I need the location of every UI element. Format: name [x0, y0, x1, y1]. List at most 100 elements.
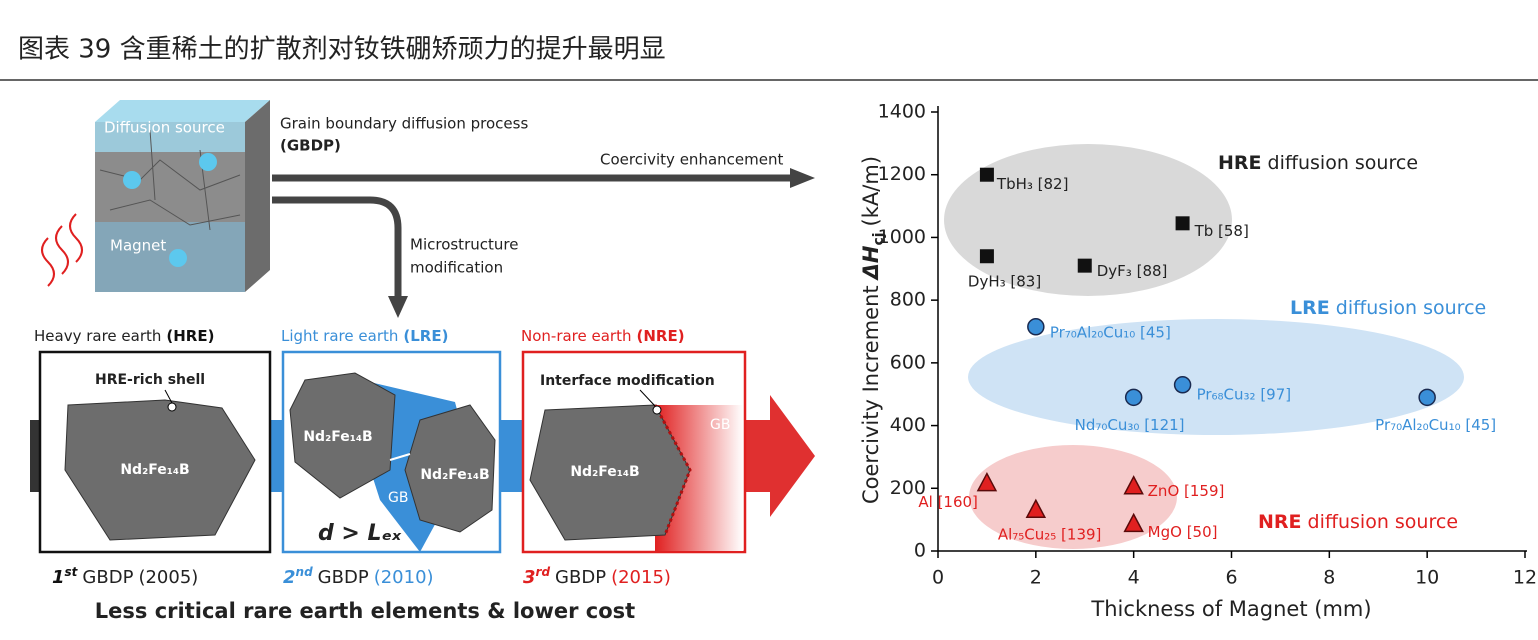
generation-year: (2010)	[374, 567, 434, 588]
gb-label: GB	[388, 490, 408, 506]
point	[1025, 498, 1047, 518]
generation: 1st GBDP (2005)	[52, 565, 198, 589]
point-label: TbH₃ [82]	[996, 175, 1069, 193]
point-label: Pr₇₀Al₂₀Cu₁₀ [45]	[1050, 323, 1171, 341]
point	[1123, 475, 1144, 495]
process-label: Grain boundary diffusion process	[280, 115, 528, 133]
heading-abbr: (NRE)	[637, 327, 685, 345]
ordinal-suffix: st	[65, 565, 79, 579]
point-label: Al [160]	[918, 493, 978, 511]
arrow-head	[388, 296, 408, 318]
heading-text: Non-rare earth	[521, 327, 632, 345]
arrow-label: Microstructure	[410, 236, 518, 254]
series-name-rest: diffusion source	[1330, 297, 1487, 319]
x-tick-label: 2	[1030, 567, 1042, 589]
group-ellipse	[968, 319, 1464, 435]
distance-arrow	[389, 453, 411, 461]
point-label: Pr₆₈Cu₃₂ [97]	[1197, 385, 1292, 403]
diagram-footer: Less critical rare earth elements & lowe…	[95, 599, 635, 623]
x-axis-label: Thickness of Magnet (mm)	[1090, 597, 1371, 621]
point	[976, 471, 998, 492]
heading-text: Light rare earth	[281, 327, 398, 345]
process-abbr: (GBDP)	[280, 137, 341, 155]
cube: Diffusion source Magnet	[41, 100, 270, 292]
panel-heading: Light rare earth (LRE)	[281, 327, 448, 345]
x-tick-label: 10	[1415, 567, 1439, 589]
connector	[270, 420, 285, 492]
ordinal: 1	[52, 567, 65, 588]
series-name-rest: diffusion source	[1262, 152, 1419, 174]
point-label: Al₇₅Cu₂₅ [139]	[998, 526, 1102, 544]
arrow-label: modification	[410, 259, 503, 277]
y-tick-label: 400	[890, 414, 926, 436]
generation-label: GBDP	[318, 567, 369, 588]
series-name-rest: diffusion source	[1302, 511, 1459, 533]
connector	[500, 420, 524, 492]
y-tick-label: 1200	[878, 163, 926, 185]
x-tick-label: 12	[1513, 567, 1537, 589]
ordinal: 3	[523, 567, 536, 588]
y-label-text: Coercivity Increment	[859, 285, 883, 504]
grain	[289, 372, 396, 499]
y-label-symbol: ΔH	[859, 245, 883, 281]
generation-year: (2005)	[138, 567, 198, 588]
y-tick-label: 200	[890, 477, 926, 499]
gb-label: GB	[710, 417, 730, 433]
y-tick-label: 1000	[878, 226, 926, 248]
chart: 0 200 400 600 800 1000 1200 1400 0 2 4 6 8 10 12 Thickn…	[859, 101, 1537, 622]
panels: Heavy rare earth (HRE) HRE-rich shell Nd₂Fe…	[34, 327, 747, 589]
grain-label: Nd₂Fe₁₄B	[570, 464, 639, 480]
point	[1124, 388, 1143, 407]
callout-line	[639, 389, 656, 407]
point	[1123, 512, 1144, 533]
arrow	[272, 196, 402, 298]
panel-heading: Heavy rare earth (HRE)	[34, 327, 214, 345]
interface	[653, 404, 692, 536]
cube-top-label: Diffusion source	[104, 119, 225, 137]
callout-line	[164, 389, 173, 404]
x-tick-label: 6	[1225, 567, 1237, 589]
arrow-head	[790, 168, 815, 188]
generation-label: GBDP	[82, 567, 133, 588]
y-label-subscript: cj	[871, 232, 887, 245]
series-name-abbr: HRE	[1218, 152, 1262, 174]
callout-dot	[652, 405, 662, 415]
connector-arrow	[745, 395, 815, 517]
y-label-unit: (kA/m)	[859, 156, 883, 226]
point-label: Nd₇₀Cu₃₀ [121]	[1075, 416, 1185, 434]
callout: Interface modification	[540, 373, 715, 389]
generation: 2nd GBDP (2010)	[283, 565, 434, 589]
ordinal: 2	[283, 567, 296, 588]
callout-dot	[167, 402, 177, 412]
panel-heading: Non-rare earth (NRE)	[521, 327, 685, 345]
point	[1418, 388, 1436, 407]
y-tick-label: 800	[890, 289, 926, 311]
point-label: ZnO [159]	[1148, 482, 1225, 500]
series-name: LRE diffusion source	[1290, 297, 1486, 319]
series-name-abbr: NRE	[1258, 511, 1302, 533]
heading-abbr: (LRE)	[403, 327, 448, 345]
header-title: 图表 39 含重稀土的扩散剂对钕铁硼矫顽力的提升最明显	[18, 35, 666, 65]
grain-label: Nd₂Fe₁₄B	[303, 429, 372, 445]
grain	[404, 404, 496, 533]
point-label: DyF₃ [88]	[1097, 262, 1168, 280]
point-label: MgO [50]	[1148, 523, 1218, 541]
point	[1027, 318, 1045, 336]
heading-text: Heavy rare earth	[34, 327, 161, 345]
ordinal-suffix: nd	[296, 565, 314, 579]
cube-bottom-label: Magnet	[110, 237, 166, 255]
point-label: Pr₇₀Al₂₀Cu₁₀ [45]	[1375, 416, 1496, 434]
grain	[64, 399, 256, 541]
point	[1175, 216, 1190, 231]
grain-label: Nd₂Fe₁₄B	[420, 467, 489, 483]
point-label: Tb [58]	[1194, 222, 1249, 240]
x-tick-label: 8	[1323, 567, 1335, 589]
relation: d > Lₑₓ	[318, 521, 402, 546]
grain-label: Nd₂Fe₁₄B	[120, 462, 189, 478]
ordinal-suffix: rd	[536, 565, 551, 579]
generation-year: (2015)	[611, 567, 671, 588]
y-tick-label: 0	[914, 540, 926, 562]
series-name-abbr: LRE	[1290, 297, 1330, 319]
group-ellipse	[944, 144, 1232, 296]
point	[979, 167, 994, 182]
